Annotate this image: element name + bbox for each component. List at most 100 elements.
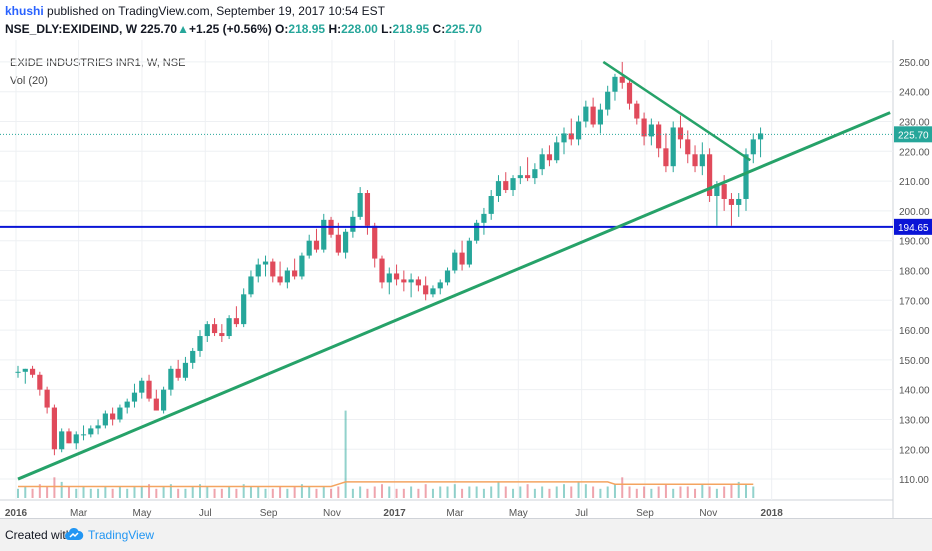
- candle-body: [313, 240, 320, 250]
- candle-body: [51, 407, 57, 450]
- candle-body: [568, 133, 574, 140]
- tradingview-brand[interactable]: TradingView: [88, 528, 155, 542]
- ohlc-legend: NSE_DLY:EXIDEIND, W 225.70▲+1.25 (+0.56%…: [5, 22, 482, 36]
- candle-body: [197, 336, 203, 351]
- candle-body: [423, 285, 429, 295]
- volume-bar: [439, 486, 442, 498]
- volume-bar: [199, 484, 201, 498]
- volume-bar: [446, 486, 449, 498]
- candle-body: [66, 431, 72, 444]
- candle-body: [481, 213, 487, 223]
- volume-bar: [60, 481, 63, 498]
- candle-body: [750, 139, 756, 155]
- candle-body: [430, 288, 436, 295]
- volume-bar: [431, 488, 434, 498]
- volume-bar: [599, 488, 602, 498]
- support-price-badge: [894, 218, 932, 235]
- volume-bar: [563, 484, 565, 498]
- candle-body: [757, 133, 764, 140]
- last-price-value: 225.70: [898, 130, 929, 141]
- time-tick-label: 2018: [761, 508, 784, 518]
- candle-body: [474, 222, 480, 241]
- candle-body: [102, 413, 108, 426]
- candle-body: [452, 252, 458, 271]
- volume-bar: [220, 488, 223, 498]
- price-tick-label: 190.00: [899, 237, 930, 248]
- volume-bar: [482, 488, 485, 498]
- volume-bar: [24, 486, 27, 498]
- volume-bar: [344, 410, 347, 498]
- volume-bar: [490, 486, 493, 498]
- candle-body: [335, 234, 341, 253]
- candle-body: [44, 389, 50, 408]
- volume-bar: [381, 484, 383, 498]
- candle-body: [22, 368, 28, 372]
- volume-bar: [402, 488, 405, 498]
- price-tick-label: 160.00: [899, 326, 930, 337]
- candle-body: [677, 127, 684, 140]
- footer-bar: Created with TradingView: [0, 518, 932, 551]
- candle-body: [248, 276, 254, 295]
- candle-body: [182, 362, 189, 378]
- volume-bar: [97, 488, 100, 498]
- candle-body: [393, 273, 400, 280]
- volume-bar: [213, 488, 216, 498]
- volume-bar: [38, 484, 41, 498]
- candle-body: [350, 216, 356, 232]
- candle-body: [80, 434, 87, 436]
- volume-bar: [686, 486, 689, 498]
- close-label: C:: [432, 22, 446, 36]
- candle-body: [379, 258, 385, 283]
- candle-body: [88, 428, 94, 435]
- candle-body: [459, 252, 465, 265]
- candle-body: [546, 154, 553, 161]
- low-label: L:: [381, 22, 393, 36]
- time-tick-label: Jul: [575, 508, 588, 518]
- volume-bar: [417, 488, 420, 498]
- volume-bar: [366, 488, 369, 498]
- author-link[interactable]: khushi: [5, 4, 44, 18]
- open-label: O:: [275, 22, 289, 36]
- volume-bar: [388, 486, 391, 498]
- candle-body: [612, 76, 618, 92]
- volume-bar: [67, 486, 70, 498]
- volume-bar: [191, 486, 194, 498]
- candle-body: [597, 109, 603, 125]
- candle-body: [277, 276, 283, 283]
- volume-bar: [373, 486, 376, 498]
- volume-bar: [395, 488, 398, 498]
- candle-body: [255, 264, 261, 277]
- volume-bar: [512, 488, 515, 498]
- candle-body: [59, 431, 65, 450]
- volume-bar: [453, 484, 456, 498]
- candle-body: [168, 368, 174, 390]
- time-tick-label: May: [509, 508, 528, 518]
- candle-body: [37, 374, 43, 390]
- candle-body: [226, 318, 232, 337]
- candle-body: [270, 261, 276, 277]
- candle-body: [401, 279, 407, 283]
- volume-bar: [104, 486, 107, 498]
- candle-body: [554, 142, 560, 161]
- candle-body: [386, 273, 392, 283]
- candle-body: [590, 106, 596, 125]
- volume-bar: [126, 488, 129, 498]
- price-tick-label: 200.00: [899, 207, 930, 218]
- time-tick-label: 2017: [383, 508, 406, 518]
- volume-bar: [111, 488, 114, 498]
- volume-bar: [628, 486, 631, 498]
- volume-bar: [548, 488, 551, 498]
- time-tick-label: Nov: [323, 508, 341, 518]
- candle-body: [583, 106, 589, 122]
- candle-body: [736, 198, 742, 205]
- price-chart[interactable]: EXIDE INDUSTRIES INR1, W, NSE Vol (20) 110…: [0, 40, 932, 518]
- candle-body: [29, 368, 36, 375]
- price-tick-label: 120.00: [899, 445, 930, 456]
- time-tick-label: Sep: [260, 508, 278, 518]
- candle-body: [161, 389, 167, 411]
- tradingview-cloud-icon[interactable]: [64, 525, 84, 545]
- volume-bar: [148, 484, 151, 498]
- candle-body: [241, 294, 247, 325]
- volume-bar: [162, 486, 165, 498]
- candle-body: [503, 181, 509, 191]
